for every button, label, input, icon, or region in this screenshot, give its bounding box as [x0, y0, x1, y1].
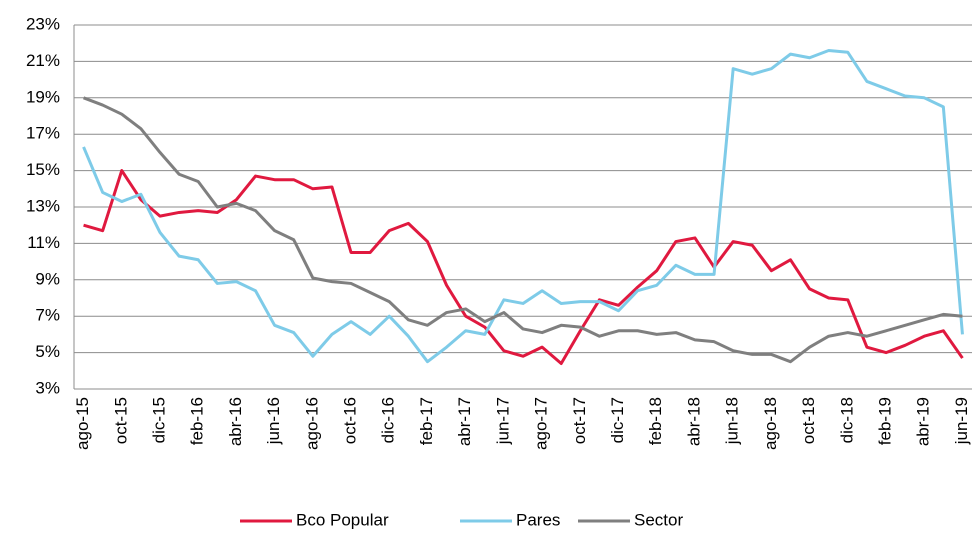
- x-tick-label: oct-18: [799, 397, 818, 444]
- y-tick-label: 23%: [26, 14, 60, 33]
- x-tick-label: ago-15: [73, 397, 92, 450]
- y-tick-label: 9%: [35, 269, 60, 288]
- x-tick-label: jun-18: [723, 397, 742, 445]
- legend-item: Pares: [460, 510, 560, 529]
- legend-item: Bco Popular: [240, 510, 389, 529]
- x-tick-label: jun-16: [264, 397, 283, 445]
- legend-label: Sector: [634, 510, 683, 529]
- legend-item: Sector: [578, 510, 683, 529]
- y-tick-label: 5%: [35, 342, 60, 361]
- x-tick-label: abr-18: [684, 397, 703, 446]
- x-tick-label: feb-19: [876, 397, 895, 445]
- x-tick-label: ago-18: [761, 397, 780, 450]
- legend-label: Bco Popular: [296, 510, 389, 529]
- x-tick-label: feb-16: [188, 397, 207, 445]
- legend-label: Pares: [516, 510, 560, 529]
- y-tick-label: 13%: [26, 196, 60, 215]
- x-tick-label: oct-16: [341, 397, 360, 444]
- x-tick-label: feb-18: [646, 397, 665, 445]
- y-tick-label: 19%: [26, 87, 60, 106]
- y-tick-label: 3%: [35, 378, 60, 397]
- series-line: [83, 96, 963, 364]
- x-tick-label: oct-17: [570, 397, 589, 444]
- y-tick-label: 17%: [26, 124, 60, 143]
- x-tick-label: jun-19: [952, 397, 971, 445]
- x-tick-label: dic-18: [837, 397, 856, 443]
- x-tick-label: dic-17: [608, 397, 627, 443]
- x-tick-label: abr-19: [914, 397, 933, 446]
- x-tick-label: dic-16: [379, 397, 398, 443]
- x-tick-label: ago-17: [532, 397, 551, 450]
- series-line: [82, 48, 964, 364]
- x-tick-label: jun-17: [493, 397, 512, 445]
- x-tick-label: dic-15: [149, 397, 168, 443]
- x-tick-label: feb-17: [417, 397, 436, 445]
- x-tick-label: abr-16: [226, 397, 245, 446]
- y-tick-label: 21%: [26, 51, 60, 70]
- x-tick-label: oct-15: [111, 397, 130, 444]
- y-tick-label: 7%: [35, 306, 60, 325]
- y-tick-label: 15%: [26, 160, 60, 179]
- x-tick-label: ago-16: [302, 397, 321, 450]
- y-tick-label: 11%: [27, 233, 60, 252]
- x-tick-label: abr-17: [455, 397, 474, 446]
